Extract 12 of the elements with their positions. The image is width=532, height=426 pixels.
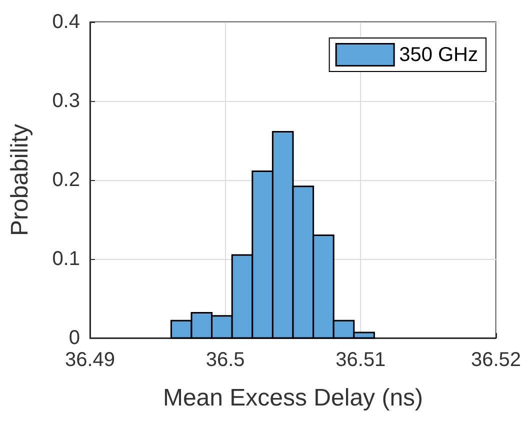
legend-label: 350 GHz	[399, 44, 478, 66]
x-tick-label: 36.49	[64, 349, 116, 371]
x-tick-label: 36.51	[336, 349, 386, 371]
x-axis-title: Mean Excess Delay (ns)	[162, 384, 424, 412]
y-tick-label: 0.4	[52, 11, 80, 33]
y-tick-label: 0	[68, 327, 80, 349]
x-tick-label: 36.52	[470, 349, 522, 371]
y-tick-label: 0.3	[52, 90, 80, 112]
x-tick-label: 36.5	[206, 349, 245, 371]
y-tick-label: 0.2	[52, 169, 80, 191]
y-tick-label: 0.1	[52, 248, 80, 270]
y-axis-title: Probability	[6, 124, 34, 236]
